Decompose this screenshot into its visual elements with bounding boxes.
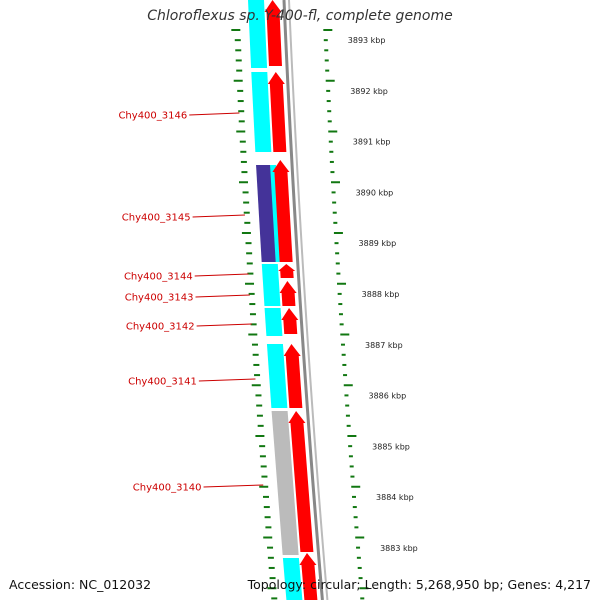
kbp-label-text: 3886 kbp <box>368 392 406 401</box>
backbone <box>282 0 329 600</box>
gene-label-text: Chy400_3144 <box>124 272 193 283</box>
forward-gene-arrow <box>264 0 282 66</box>
forward-gene-arrow <box>279 281 297 306</box>
kbp-label-text: 3887 kbp <box>365 341 403 350</box>
kbp-label-text: 3883 kbp <box>380 544 418 553</box>
gene-label-text: Chy400_3143 <box>125 293 194 304</box>
reverse-gene-block <box>266 344 288 408</box>
accession-text: Accession: NC_012032 <box>9 577 152 592</box>
gene-label-text: Chy400_3145 <box>122 213 191 224</box>
kbp-label-text: 3892 kbp <box>350 87 388 96</box>
map-title: Chloroflexus sp. Y-400-fl, complete geno… <box>147 8 453 24</box>
reverse-gene-block <box>251 72 272 152</box>
kbp-label-text: 3888 kbp <box>362 290 400 299</box>
gene-label-line <box>194 273 249 277</box>
forward-strand-track <box>264 0 318 600</box>
reverse-gene-block <box>261 264 281 306</box>
gene-label-line <box>192 214 245 218</box>
forward-gene-arrow <box>278 264 296 278</box>
reverse-gene-block <box>271 411 299 555</box>
kbp-label-text: 3891 kbp <box>353 138 391 147</box>
backbone-line <box>282 0 324 600</box>
gene-label-line <box>198 378 256 382</box>
backbone-line <box>288 0 329 600</box>
kbp-label-text: 3893 kbp <box>348 36 386 45</box>
forward-gene-arrow <box>283 344 303 408</box>
genome-stats-text: Topology: circular; Length: 5,268,950 bp… <box>247 577 591 592</box>
kbp-label-text: 3884 kbp <box>376 493 414 502</box>
reverse-gene-block <box>248 0 268 68</box>
kbp-labels: 3893 kbp 3892 kbp 3891 kbp 3890 kbp 3889 kbp… <box>348 36 418 553</box>
gene-label-text: Chy400_3141 <box>128 377 197 388</box>
forward-gene-arrow <box>299 553 318 600</box>
kbp-label-text: 3889 kbp <box>359 239 397 248</box>
reverse-gene-block <box>264 308 283 336</box>
gene-label-line <box>203 484 264 488</box>
forward-gene-arrow <box>281 308 299 334</box>
gene-label-text: Chy400_3146 <box>118 111 187 122</box>
forward-gene-arrow <box>288 411 314 552</box>
forward-gene-arrow <box>267 72 287 152</box>
gene-label-text: Chy400_3142 <box>126 322 195 333</box>
forward-gene-arrow <box>272 160 293 262</box>
reverse-gene-block <box>282 558 303 600</box>
gene-labels: Chy400_3146 Chy400_3145 Chy400_3144 Chy400_… <box>118 111 264 494</box>
reverse-strand-track <box>248 0 303 600</box>
kbp-label-text: 3885 kbp <box>372 442 410 451</box>
kbp-label-text: 3890 kbp <box>356 188 394 197</box>
gene-label-line <box>189 112 240 116</box>
gene-label-line <box>196 323 252 327</box>
gene-label-text: Chy400_3140 <box>133 483 202 494</box>
tick-marks <box>231 29 369 600</box>
gene-label-line <box>195 294 250 298</box>
